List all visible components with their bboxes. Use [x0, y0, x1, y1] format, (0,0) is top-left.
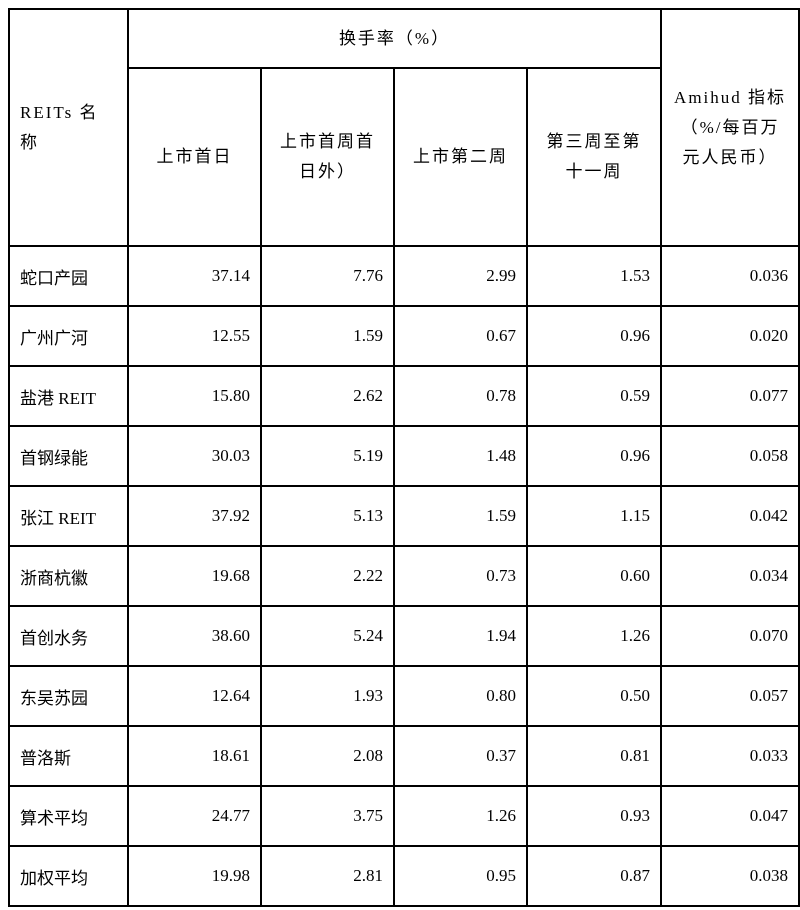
row-value: 1.53	[525, 245, 663, 307]
row-value: 0.058	[660, 425, 800, 487]
row-value: 0.038	[660, 845, 800, 907]
row-value: 0.036	[660, 245, 800, 307]
row-value: 0.37	[393, 725, 528, 787]
row-value: 1.15	[525, 485, 663, 547]
row-value: 1.93	[260, 665, 395, 727]
row-value: 3.75	[260, 785, 395, 847]
table-row: 算术平均 24.77 3.75 1.26 0.93 0.047	[8, 785, 800, 847]
row-value: 38.60	[127, 605, 262, 667]
row-value: 0.59	[525, 365, 663, 427]
row-value: 0.070	[660, 605, 800, 667]
row-value: 15.80	[127, 365, 262, 427]
row-value: 0.020	[660, 305, 800, 367]
row-value: 5.13	[260, 485, 395, 547]
row-value: 0.60	[525, 545, 663, 607]
row-value: 0.81	[525, 725, 663, 787]
row-value: 0.034	[660, 545, 800, 607]
row-name: 首创水务	[8, 605, 129, 667]
row-name: 张江 REIT	[8, 485, 129, 547]
row-value: 0.96	[525, 305, 663, 367]
table-row: 普洛斯 18.61 2.08 0.37 0.81 0.033	[8, 725, 800, 787]
row-value: 1.26	[393, 785, 528, 847]
row-value: 37.92	[127, 485, 262, 547]
row-value: 0.042	[660, 485, 800, 547]
row-value: 5.24	[260, 605, 395, 667]
row-value: 24.77	[127, 785, 262, 847]
row-value: 2.81	[260, 845, 395, 907]
table-row: 盐港 REIT 15.80 2.62 0.78 0.59 0.077	[8, 365, 800, 427]
table-row: 东吴苏园 12.64 1.93 0.80 0.50 0.057	[8, 665, 800, 727]
row-value: 7.76	[260, 245, 395, 307]
table-row: 蛇口产园 37.14 7.76 2.99 1.53 0.036	[8, 245, 800, 307]
row-name: 普洛斯	[8, 725, 129, 787]
row-name: 加权平均	[8, 845, 129, 907]
row-value: 0.077	[660, 365, 800, 427]
row-value: 0.80	[393, 665, 528, 727]
row-value: 19.68	[127, 545, 262, 607]
row-value: 1.59	[260, 305, 395, 367]
row-name: 浙商杭徽	[8, 545, 129, 607]
row-value: 0.73	[393, 545, 528, 607]
row-value: 5.19	[260, 425, 395, 487]
header-amihud: Amihud 指标（%/每百万元人民币）	[660, 8, 800, 247]
table-row: 张江 REIT 37.92 5.13 1.59 1.15 0.042	[8, 485, 800, 547]
row-value: 37.14	[127, 245, 262, 307]
row-name: 蛇口产园	[8, 245, 129, 307]
row-value: 2.08	[260, 725, 395, 787]
table-row: 浙商杭徽 19.68 2.22 0.73 0.60 0.034	[8, 545, 800, 607]
row-value: 2.22	[260, 545, 395, 607]
row-value: 0.95	[393, 845, 528, 907]
row-value: 12.55	[127, 305, 262, 367]
header-second-week: 上市第二周	[393, 67, 528, 247]
table-row: 首创水务 38.60 5.24 1.94 1.26 0.070	[8, 605, 800, 667]
row-value: 1.26	[525, 605, 663, 667]
header-turnover-group: 换手率（%）	[126, 8, 663, 69]
row-value: 0.87	[525, 845, 663, 907]
row-value: 0.047	[660, 785, 800, 847]
row-value: 0.96	[525, 425, 663, 487]
table-row: 加权平均 19.98 2.81 0.95 0.87 0.038	[8, 845, 800, 907]
row-name: 算术平均	[8, 785, 129, 847]
header-first-week: 上市首周首日外）	[260, 67, 395, 247]
row-value: 1.59	[393, 485, 528, 547]
row-value: 0.50	[525, 665, 663, 727]
reits-turnover-table: REITs 名称 换手率（%） Amihud 指标（%/每百万元人民币） 上市首…	[8, 8, 800, 907]
row-value: 0.057	[660, 665, 800, 727]
row-value: 0.033	[660, 725, 800, 787]
row-value: 2.62	[260, 365, 395, 427]
header-listing-day: 上市首日	[127, 67, 262, 247]
row-value: 19.98	[127, 845, 262, 907]
table-row: 广州广河 12.55 1.59 0.67 0.96 0.020	[8, 305, 800, 367]
header-week3-11: 第三周至第十一周	[525, 67, 663, 247]
row-value: 30.03	[127, 425, 262, 487]
row-value: 12.64	[127, 665, 262, 727]
table-row: 首钢绿能 30.03 5.19 1.48 0.96 0.058	[8, 425, 800, 487]
row-value: 18.61	[127, 725, 262, 787]
row-name: 东吴苏园	[8, 665, 129, 727]
row-value: 2.99	[393, 245, 528, 307]
row-name: 首钢绿能	[8, 425, 129, 487]
row-name: 盐港 REIT	[8, 365, 129, 427]
row-value: 0.93	[525, 785, 663, 847]
row-name: 广州广河	[8, 305, 129, 367]
row-value: 0.78	[393, 365, 528, 427]
header-reits-name: REITs 名称	[8, 8, 129, 247]
row-value: 1.94	[393, 605, 528, 667]
row-value: 1.48	[393, 425, 528, 487]
row-value: 0.67	[393, 305, 528, 367]
